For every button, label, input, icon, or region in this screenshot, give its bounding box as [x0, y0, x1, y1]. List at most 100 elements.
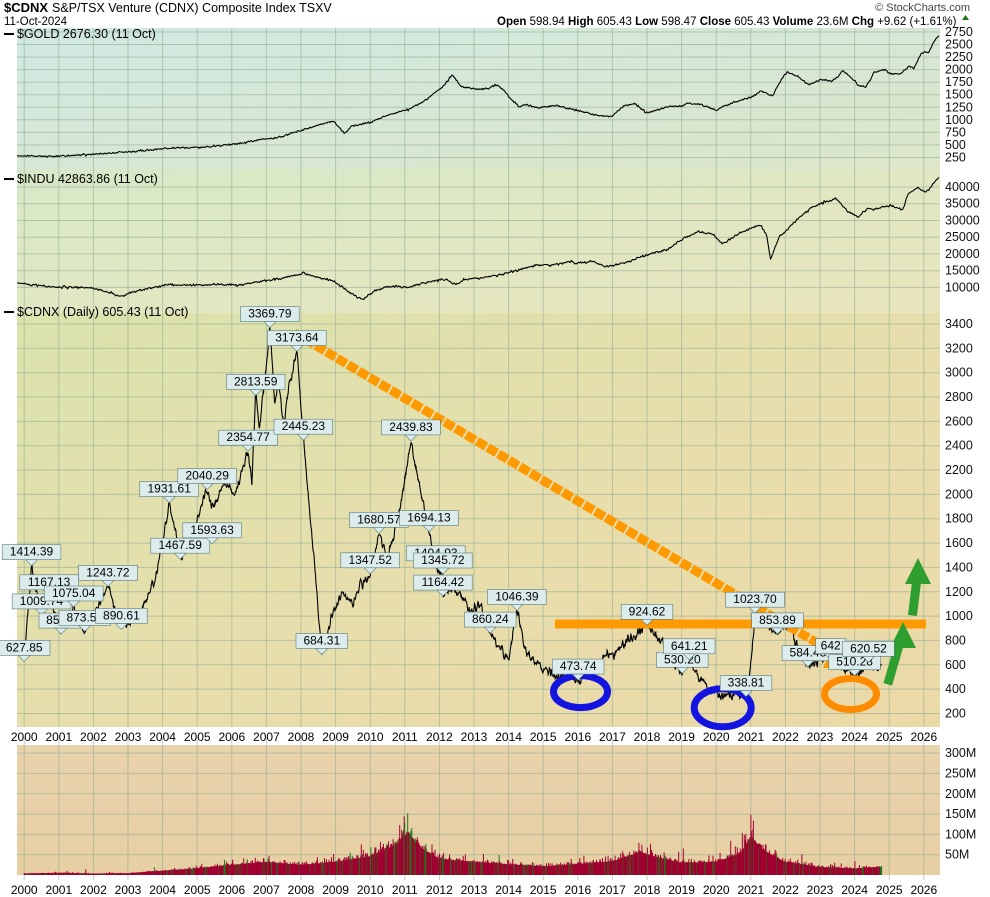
svg-text:2021: 2021 [737, 883, 764, 897]
svg-text:2019: 2019 [668, 883, 695, 897]
svg-text:473.74: 473.74 [560, 659, 597, 673]
svg-text:684.31: 684.31 [303, 634, 340, 648]
svg-text:2016: 2016 [564, 730, 591, 744]
svg-text:2813.59: 2813.59 [234, 374, 278, 388]
svg-text:2200: 2200 [945, 463, 973, 477]
svg-text:200: 200 [945, 707, 966, 721]
svg-text:2016: 2016 [564, 883, 591, 897]
svg-text:3369.79: 3369.79 [248, 307, 292, 321]
svg-text:2026: 2026 [910, 883, 937, 897]
svg-text:2000: 2000 [11, 883, 38, 897]
svg-text:2007: 2007 [253, 730, 280, 744]
svg-text:2010: 2010 [357, 883, 384, 897]
svg-text:1593.63: 1593.63 [190, 523, 234, 537]
svg-text:1200: 1200 [945, 585, 973, 599]
svg-text:1075.04: 1075.04 [52, 586, 96, 600]
svg-text:$CDNX: $CDNX [4, 0, 48, 15]
svg-text:2004: 2004 [149, 730, 176, 744]
svg-text:2013: 2013 [461, 730, 488, 744]
svg-text:250: 250 [945, 151, 966, 165]
svg-text:400: 400 [945, 682, 966, 696]
svg-text:2022: 2022 [772, 730, 799, 744]
svg-text:2014: 2014 [495, 883, 522, 897]
svg-text:3400: 3400 [945, 317, 973, 331]
svg-text:2008: 2008 [288, 883, 315, 897]
svg-text:1680.57: 1680.57 [357, 512, 401, 526]
svg-text:1000: 1000 [945, 113, 973, 127]
svg-text:40000: 40000 [945, 180, 980, 194]
svg-text:800: 800 [945, 633, 966, 647]
svg-text:1800: 1800 [945, 512, 973, 526]
svg-text:2015: 2015 [530, 883, 557, 897]
svg-text:500: 500 [945, 138, 966, 152]
svg-text:2013: 2013 [461, 883, 488, 897]
svg-text:2000: 2000 [945, 487, 973, 501]
svg-text:35000: 35000 [945, 197, 980, 211]
svg-text:1046.39: 1046.39 [495, 589, 539, 603]
svg-text:2017: 2017 [599, 730, 626, 744]
svg-text:11-Oct-2024: 11-Oct-2024 [4, 16, 68, 28]
svg-text:2250: 2250 [945, 50, 973, 64]
svg-text:924.62: 924.62 [629, 604, 666, 618]
svg-text:10000: 10000 [945, 280, 980, 294]
svg-text:$CDNX (Daily) 605.43 (11 Oct): $CDNX (Daily) 605.43 (11 Oct) [17, 305, 188, 319]
svg-text:1347.52: 1347.52 [349, 553, 393, 567]
svg-text:3200: 3200 [945, 341, 973, 355]
svg-text:2400: 2400 [945, 439, 973, 453]
svg-text:3000: 3000 [945, 366, 973, 380]
svg-text:600: 600 [945, 658, 966, 672]
svg-text:250M: 250M [945, 766, 976, 780]
svg-text:$INDU 42863.86 (11 Oct): $INDU 42863.86 (11 Oct) [17, 172, 158, 186]
svg-text:2015: 2015 [530, 730, 557, 744]
svg-text:2017: 2017 [599, 883, 626, 897]
svg-text:1414.39: 1414.39 [10, 545, 54, 559]
svg-text:2001: 2001 [45, 883, 72, 897]
svg-text:© StockCharts.com: © StockCharts.com [875, 2, 970, 14]
svg-text:2002: 2002 [80, 883, 107, 897]
svg-text:2012: 2012 [426, 883, 453, 897]
svg-text:1931.61: 1931.61 [148, 482, 192, 496]
svg-text:2003: 2003 [115, 730, 142, 744]
svg-text:2008: 2008 [288, 730, 315, 744]
svg-text:2020: 2020 [703, 730, 730, 744]
svg-text:2800: 2800 [945, 390, 973, 404]
svg-text:853.89: 853.89 [759, 613, 796, 627]
svg-text:2023: 2023 [807, 730, 834, 744]
svg-text:2600: 2600 [945, 414, 973, 428]
svg-text:2001: 2001 [45, 730, 72, 744]
svg-text:1250: 1250 [945, 100, 973, 114]
svg-text:2026: 2026 [910, 730, 937, 744]
svg-text:2003: 2003 [115, 883, 142, 897]
svg-text:1164.42: 1164.42 [422, 575, 465, 589]
svg-text:1345.72: 1345.72 [421, 553, 465, 567]
svg-text:1000: 1000 [945, 609, 973, 623]
svg-text:2022: 2022 [772, 883, 799, 897]
svg-text:2500: 2500 [945, 38, 973, 52]
svg-text:2006: 2006 [218, 883, 245, 897]
svg-text:1750: 1750 [945, 75, 973, 89]
svg-text:2445.23: 2445.23 [282, 419, 326, 433]
svg-text:2023: 2023 [807, 883, 834, 897]
svg-text:530.20: 530.20 [664, 652, 701, 666]
svg-text:25000: 25000 [945, 230, 980, 244]
svg-text:2024: 2024 [841, 883, 868, 897]
svg-text:2019: 2019 [668, 730, 695, 744]
svg-text:100M: 100M [945, 827, 976, 841]
svg-text:620.52: 620.52 [850, 641, 887, 655]
svg-text:642: 642 [821, 639, 841, 653]
svg-text:860.24: 860.24 [472, 612, 509, 626]
svg-text:1023.70: 1023.70 [733, 592, 777, 606]
svg-text:2005: 2005 [184, 883, 211, 897]
svg-text:2020: 2020 [703, 883, 730, 897]
svg-text:2012: 2012 [426, 730, 453, 744]
svg-text:S&P/TSX Venture (CDNX) Composi: S&P/TSX Venture (CDNX) Composite Index T… [52, 1, 332, 15]
svg-text:2011: 2011 [392, 730, 418, 744]
svg-text:2006: 2006 [218, 730, 245, 744]
svg-text:30000: 30000 [945, 214, 980, 228]
svg-text:1400: 1400 [945, 560, 973, 574]
svg-text:890.61: 890.61 [103, 608, 140, 622]
svg-text:3173.64: 3173.64 [275, 331, 319, 345]
svg-text:1467.59: 1467.59 [159, 538, 203, 552]
svg-text:2025: 2025 [876, 730, 903, 744]
svg-text:20000: 20000 [945, 247, 980, 261]
